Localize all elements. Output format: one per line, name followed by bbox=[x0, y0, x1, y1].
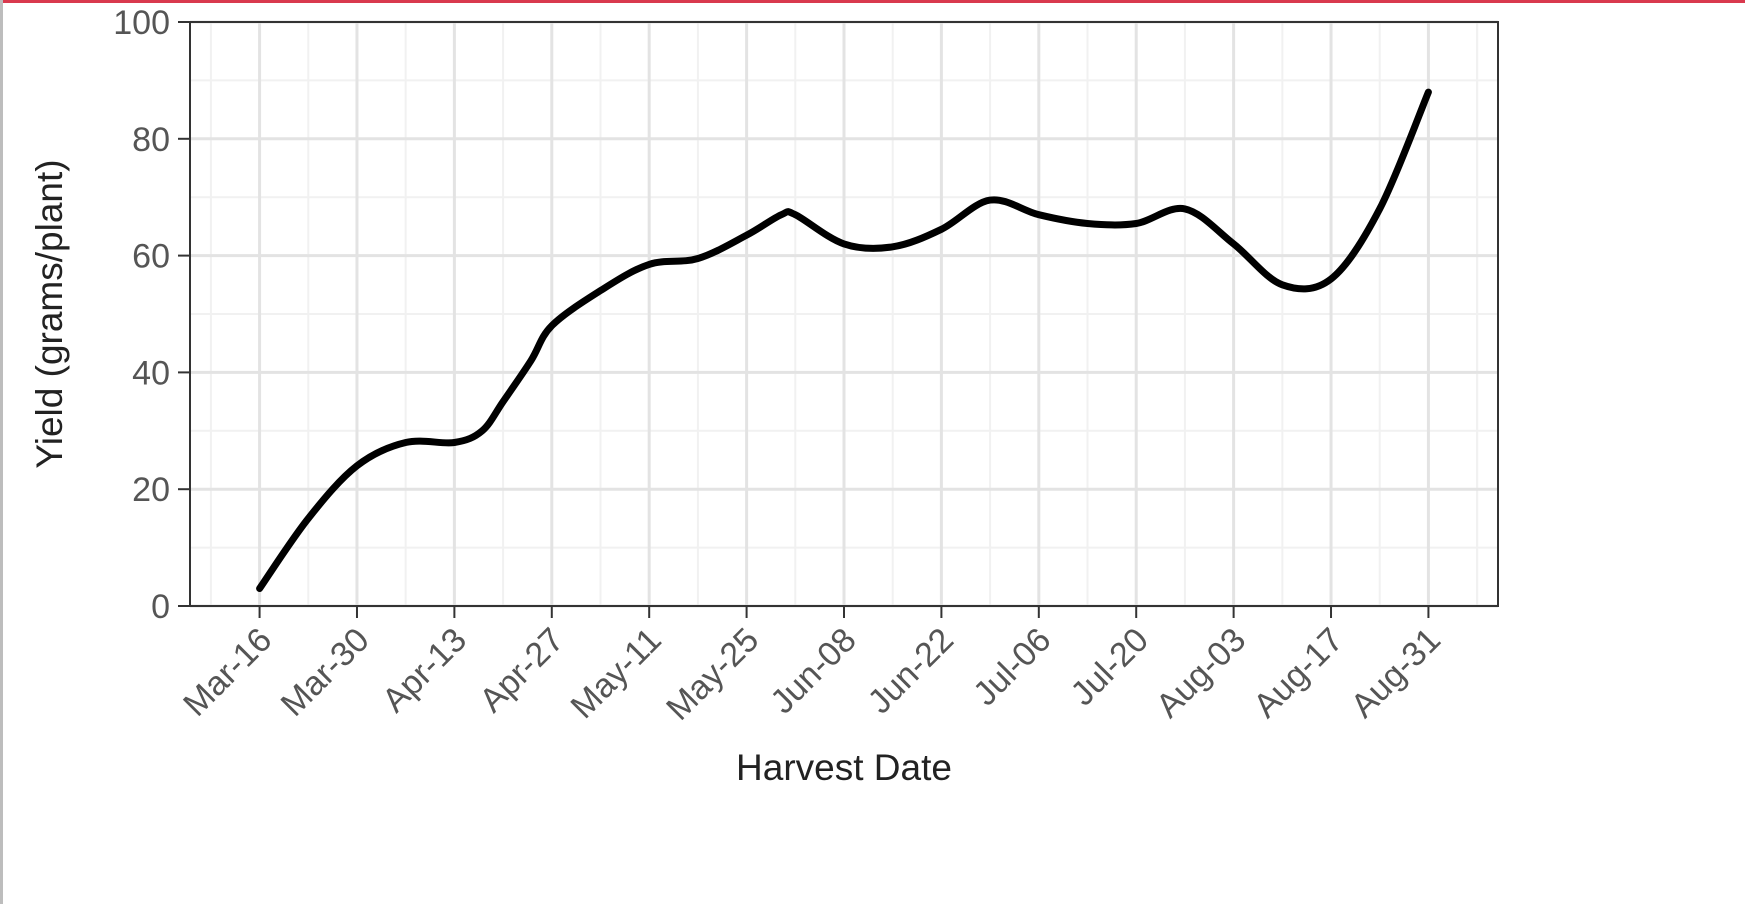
yield-line bbox=[256, 88, 1432, 592]
x-tick-label: Aug-17 bbox=[1246, 621, 1350, 725]
x-tick-label: May-25 bbox=[659, 621, 766, 728]
x-tick-label: Jul-20 bbox=[1064, 621, 1156, 713]
x-axis-title: Harvest Date bbox=[736, 747, 952, 788]
x-tick-label: Jul-06 bbox=[966, 621, 1058, 713]
y-tick-label: 80 bbox=[132, 121, 170, 159]
x-axis: Mar-16Mar-30Apr-13Apr-27May-11May-25Jun-… bbox=[176, 606, 1448, 728]
x-tick-label: Apr-27 bbox=[472, 621, 571, 720]
x-tick-label: May-11 bbox=[564, 621, 669, 726]
y-axis-title: Yield (grams/plant) bbox=[29, 159, 70, 468]
x-tick-label: Jun-08 bbox=[763, 621, 863, 721]
x-tick-label: Jun-22 bbox=[861, 621, 961, 721]
x-tick-label: Aug-03 bbox=[1149, 621, 1253, 725]
left-edge-border bbox=[0, 0, 3, 904]
y-tick-label: 100 bbox=[113, 4, 170, 42]
top-accent-bar bbox=[0, 0, 1745, 3]
x-tick-label: Mar-16 bbox=[176, 621, 279, 724]
y-tick-label: 0 bbox=[151, 588, 170, 626]
y-tick-label: 20 bbox=[132, 471, 170, 509]
x-tick-label: Apr-13 bbox=[375, 621, 474, 720]
y-tick-label: 60 bbox=[132, 238, 170, 276]
y-tick-label: 40 bbox=[132, 354, 170, 392]
y-axis: 0 20 40 60 80 100 bbox=[113, 4, 190, 626]
x-tick-label: Aug-31 bbox=[1344, 621, 1448, 725]
x-tick-label: Mar-30 bbox=[274, 621, 377, 724]
